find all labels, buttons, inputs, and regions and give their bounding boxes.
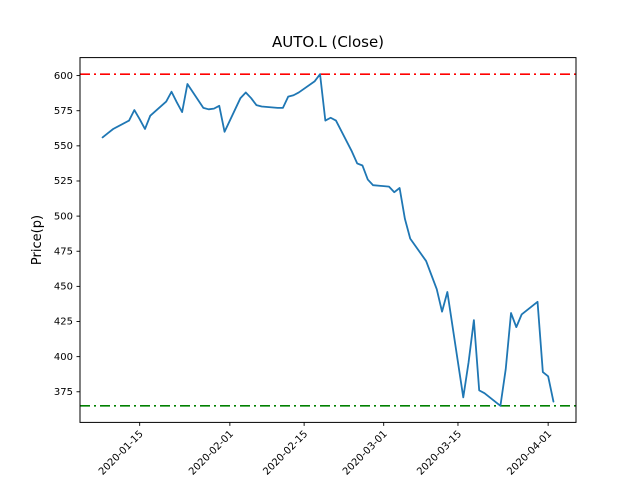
y-axis-tick-label: 375: [54, 387, 73, 398]
y-axis-tick-label: 550: [54, 141, 73, 152]
y-axis-tick-label: 450: [54, 282, 73, 293]
y-axis-tick-label: 500: [54, 211, 73, 222]
y-axis-tick-label: 575: [54, 106, 73, 117]
close-price-line: [101, 73, 555, 407]
plot-border: [79, 57, 577, 423]
x-axis-tick-label: 2020-01-15: [97, 429, 146, 478]
y-axis-tick-label: 525: [54, 176, 73, 187]
y-axis-label: Price(p): [30, 215, 45, 265]
x-axis-tick-label: 2020-03-15: [415, 429, 464, 478]
x-axis-tick-label: 2020-04-01: [505, 429, 554, 478]
y-axis-tick-label: 400: [54, 352, 73, 363]
x-axis-tick-label: 2020-02-01: [187, 429, 236, 478]
y-axis-tick-label: 475: [54, 246, 73, 257]
y-axis-tick-label: 600: [54, 71, 73, 82]
x-axis-tick-label: 2020-03-01: [341, 429, 390, 478]
y-axis-tick-label: 425: [54, 317, 73, 328]
chart-title: AUTO.L (Close): [272, 33, 384, 51]
x-axis-tick-label: 2020-02-15: [261, 429, 310, 478]
